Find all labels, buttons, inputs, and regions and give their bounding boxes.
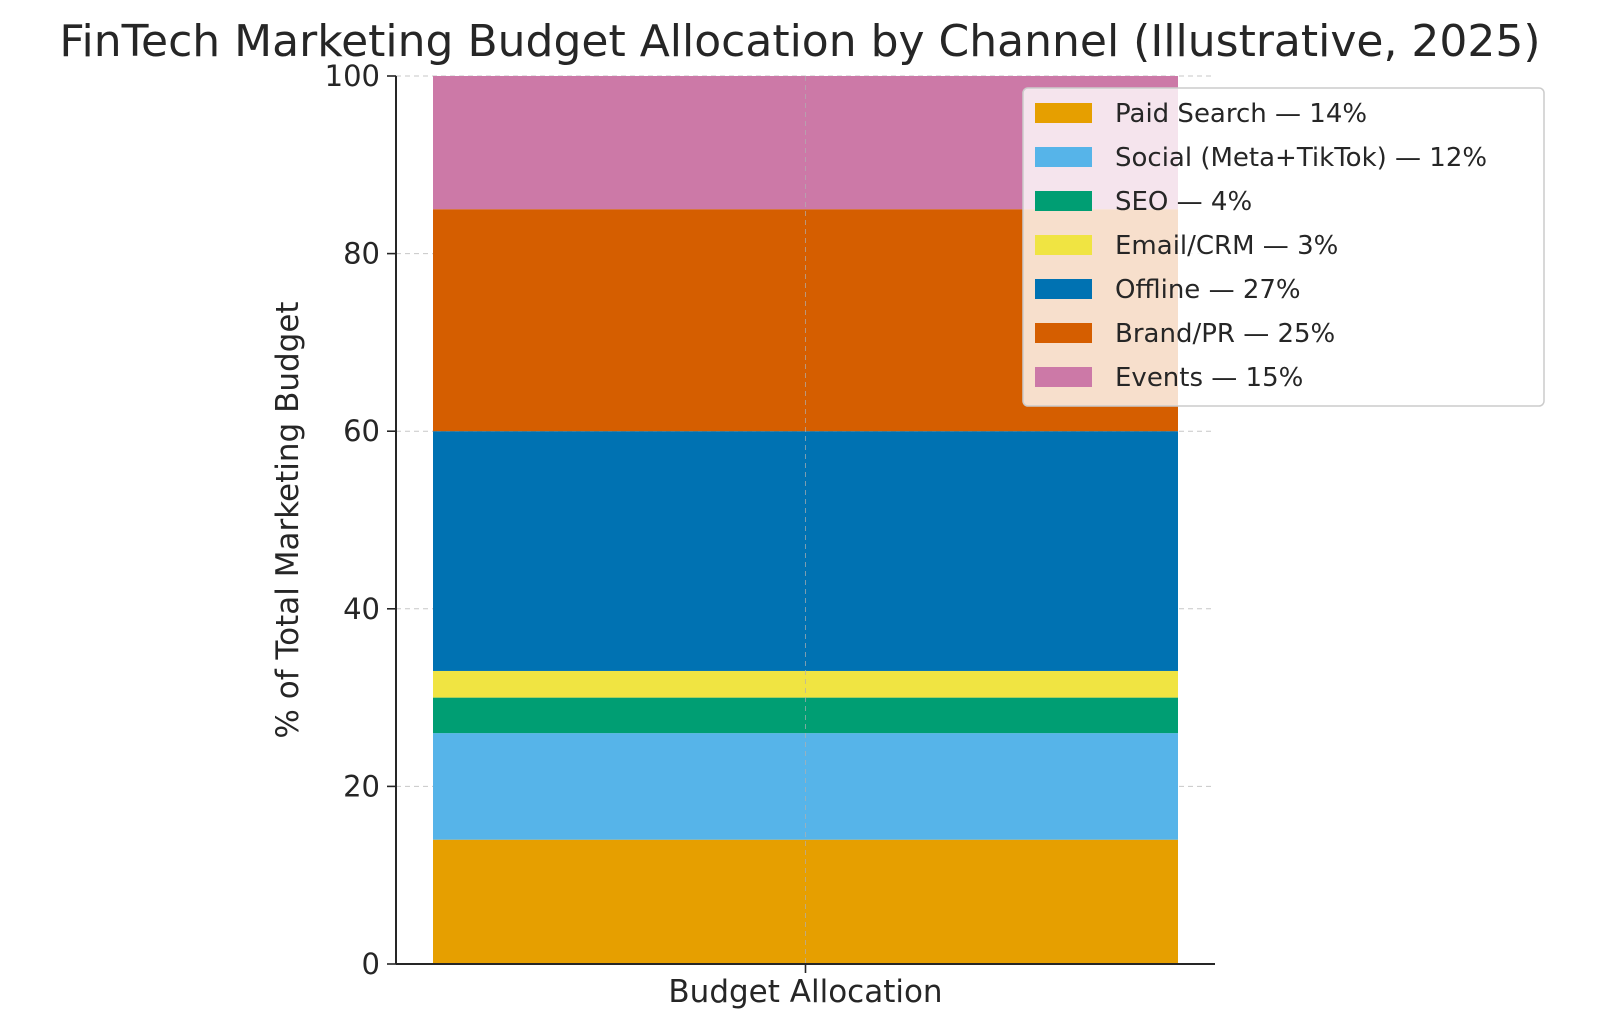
- legend: Paid Search — 14% Social (Meta+TikTok) — …: [1022, 87, 1545, 407]
- chart-title: FinTech Marketing Budget Allocation by C…: [59, 16, 1540, 67]
- bar-segment: [433, 670, 1178, 698]
- legend-swatch: [1035, 367, 1092, 387]
- legend-label: Email/CRM — 3%: [1115, 231, 1338, 261]
- y-axis-label: % of Total Marketing Budget: [270, 301, 306, 738]
- legend-swatch: [1035, 191, 1092, 211]
- legend-swatch: [1035, 323, 1092, 343]
- legend-swatch: [1035, 235, 1092, 255]
- legend-label: Brand/PR — 25%: [1115, 319, 1335, 349]
- legend-swatch: [1035, 147, 1092, 167]
- legend-label: Offline — 27%: [1115, 275, 1301, 305]
- legend-swatch: [1035, 103, 1092, 123]
- y-tick-label: 60: [343, 414, 380, 448]
- y-tick-label: 0: [362, 947, 380, 981]
- legend-swatch: [1035, 279, 1092, 299]
- y-tick-label: 100: [325, 59, 380, 93]
- legend-frame: [1022, 87, 1545, 407]
- legend-label: Events — 15%: [1115, 363, 1303, 393]
- y-tick-label: 40: [343, 592, 380, 626]
- x-tick-label: Budget Allocation: [668, 974, 942, 1010]
- x-ticks: Budget Allocation: [668, 964, 943, 1010]
- y-tick-label: 80: [343, 237, 380, 271]
- bar-segment: [433, 839, 1178, 964]
- legend-label: SEO — 4%: [1115, 187, 1252, 217]
- y-ticks: 0 20 40 60 80 100: [325, 59, 396, 981]
- legend-label: Social (Meta+TikTok) — 12%: [1115, 143, 1487, 173]
- bar-segment: [433, 733, 1178, 840]
- y-tick-label: 20: [343, 769, 380, 803]
- legend-label: Paid Search — 14%: [1115, 99, 1367, 129]
- bar-segment: [433, 431, 1178, 671]
